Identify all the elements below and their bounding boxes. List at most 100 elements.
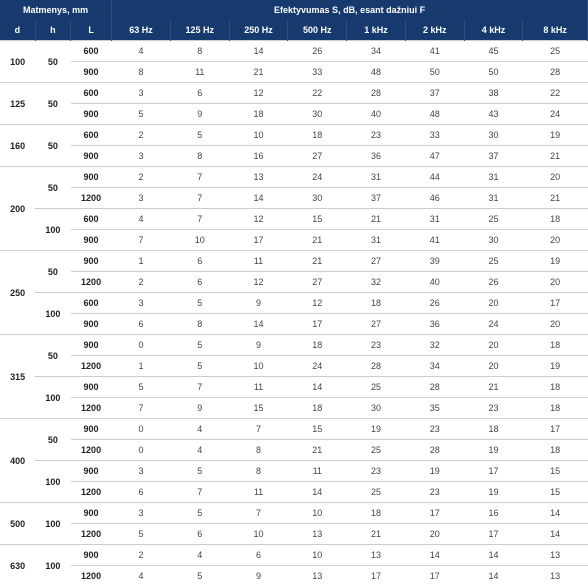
cell-L: 900: [71, 419, 112, 440]
cell-value: 13: [523, 566, 588, 587]
cell-value: 14: [523, 503, 588, 524]
cell-value: 7: [170, 167, 229, 188]
cell-value: 31: [347, 230, 406, 251]
cell-value: 10: [229, 356, 288, 377]
cell-value: 13: [229, 167, 288, 188]
cell-h: 100: [35, 293, 70, 335]
cell-value: 21: [523, 188, 588, 209]
col-header: d: [0, 20, 35, 41]
cell-h: 100: [35, 503, 70, 545]
cell-value: 11: [288, 461, 347, 482]
cell-value: 16: [229, 146, 288, 167]
cell-value: 31: [464, 167, 523, 188]
table-row: 120037143037463121: [0, 188, 588, 209]
cell-value: 8: [229, 461, 288, 482]
table-row: 900811213348505028: [0, 62, 588, 83]
cell-value: 2: [112, 125, 171, 146]
cell-value: 6: [112, 314, 171, 335]
cell-value: 31: [464, 188, 523, 209]
cell-value: 11: [229, 251, 288, 272]
cell-value: 25: [347, 377, 406, 398]
cell-value: 24: [288, 356, 347, 377]
col-header: h: [35, 20, 70, 41]
cell-value: 20: [464, 335, 523, 356]
cell-L: 900: [71, 62, 112, 83]
cell-value: 8: [170, 146, 229, 167]
cell-L: 900: [71, 104, 112, 125]
table-row: 6301009002461013141413: [0, 545, 588, 566]
cell-value: 23: [405, 419, 464, 440]
cell-value: 5: [170, 125, 229, 146]
cell-value: 18: [523, 209, 588, 230]
cell-value: 38: [464, 83, 523, 104]
cell-value: 4: [112, 41, 171, 62]
cell-value: 8: [112, 62, 171, 83]
cell-value: 23: [464, 398, 523, 419]
cell-L: 900: [71, 314, 112, 335]
cell-value: 41: [405, 230, 464, 251]
cell-value: 10: [288, 545, 347, 566]
cell-value: 3: [112, 503, 171, 524]
cell-d: 160: [0, 125, 35, 167]
cell-h: 100: [35, 377, 70, 419]
cell-value: 28: [347, 356, 406, 377]
cell-value: 3: [112, 461, 171, 482]
table-row: 120015102428342019: [0, 356, 588, 377]
cell-value: 5: [170, 566, 229, 587]
cell-value: 22: [288, 83, 347, 104]
cell-value: 27: [347, 314, 406, 335]
cell-value: 20: [523, 230, 588, 251]
cell-value: 14: [464, 545, 523, 566]
table-row: 90038162736473721: [0, 146, 588, 167]
cell-value: 19: [405, 461, 464, 482]
cell-value: 36: [405, 314, 464, 335]
cell-value: 19: [523, 356, 588, 377]
cell-value: 13: [288, 566, 347, 587]
cell-value: 31: [405, 209, 464, 230]
table-row: 1009003581123191715: [0, 461, 588, 482]
col-header: 2 kHz: [405, 20, 464, 41]
cell-value: 20: [464, 356, 523, 377]
cell-d: 630: [0, 545, 35, 587]
cell-value: 7: [112, 230, 171, 251]
cell-d: 500: [0, 503, 35, 545]
cell-value: 18: [288, 398, 347, 419]
cell-value: 14: [464, 566, 523, 587]
cell-h: 50: [35, 335, 70, 377]
cell-h: 50: [35, 167, 70, 209]
cell-value: 0: [112, 335, 171, 356]
cell-value: 14: [405, 545, 464, 566]
cell-value: 3: [112, 188, 171, 209]
cell-value: 48: [347, 62, 406, 83]
cell-value: 7: [170, 188, 229, 209]
cell-value: 4: [112, 566, 171, 587]
cell-h: 50: [35, 125, 70, 167]
cell-value: 23: [347, 335, 406, 356]
table-row: 400509000471519231817: [0, 419, 588, 440]
cell-value: 16: [464, 503, 523, 524]
cell-h: 100: [35, 461, 70, 503]
cell-value: 40: [347, 104, 406, 125]
cell-value: 5: [112, 104, 171, 125]
cell-value: 27: [288, 272, 347, 293]
table-row: 90068141727362420: [0, 314, 588, 335]
cell-value: 21: [288, 440, 347, 461]
cell-value: 11: [229, 482, 288, 503]
cell-value: 23: [347, 125, 406, 146]
table-row: 1605060025101823333019: [0, 125, 588, 146]
cell-value: 9: [229, 335, 288, 356]
cell-L: 600: [71, 125, 112, 146]
cell-value: 33: [405, 125, 464, 146]
cell-value: 15: [229, 398, 288, 419]
cell-value: 18: [347, 503, 406, 524]
cell-value: 27: [288, 146, 347, 167]
cell-value: 7: [229, 419, 288, 440]
cell-value: 7: [170, 377, 229, 398]
cell-value: 25: [464, 251, 523, 272]
cell-value: 26: [405, 293, 464, 314]
cell-value: 2: [112, 545, 171, 566]
cell-value: 17: [523, 293, 588, 314]
cell-value: 21: [288, 230, 347, 251]
cell-value: 0: [112, 419, 171, 440]
cell-value: 30: [464, 230, 523, 251]
